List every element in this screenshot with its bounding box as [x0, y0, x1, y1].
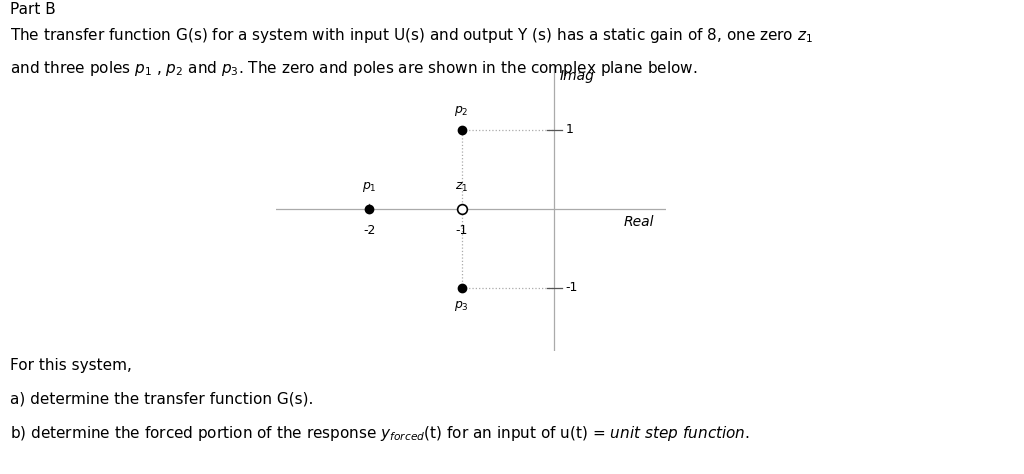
Text: a) determine the transfer function G(s).: a) determine the transfer function G(s).: [10, 391, 313, 406]
Text: -1: -1: [565, 281, 578, 294]
Text: -1: -1: [456, 224, 468, 237]
Text: b) determine the forced portion of the response $y_{\mathit{forced}}$(t) for an : b) determine the forced portion of the r…: [10, 424, 751, 443]
Text: For this system,: For this system,: [10, 358, 132, 373]
Text: $p_3$: $p_3$: [455, 300, 469, 313]
Text: $p_1$: $p_1$: [361, 180, 377, 194]
Text: Part B: Part B: [10, 2, 56, 18]
Text: 1: 1: [565, 123, 573, 136]
Text: The transfer function G(s) for a system with input U(s) and output Y (s) has a s: The transfer function G(s) for a system …: [10, 26, 813, 45]
Text: Real: Real: [624, 215, 654, 229]
Text: Imag: Imag: [560, 69, 595, 83]
Text: -2: -2: [362, 224, 376, 237]
Text: $z_1$: $z_1$: [455, 181, 468, 194]
Text: and three poles $p_1$ , $p_2$ and $p_3$. The zero and poles are shown in the com: and three poles $p_1$ , $p_2$ and $p_3$.…: [10, 59, 697, 78]
Text: $p_2$: $p_2$: [455, 104, 469, 118]
